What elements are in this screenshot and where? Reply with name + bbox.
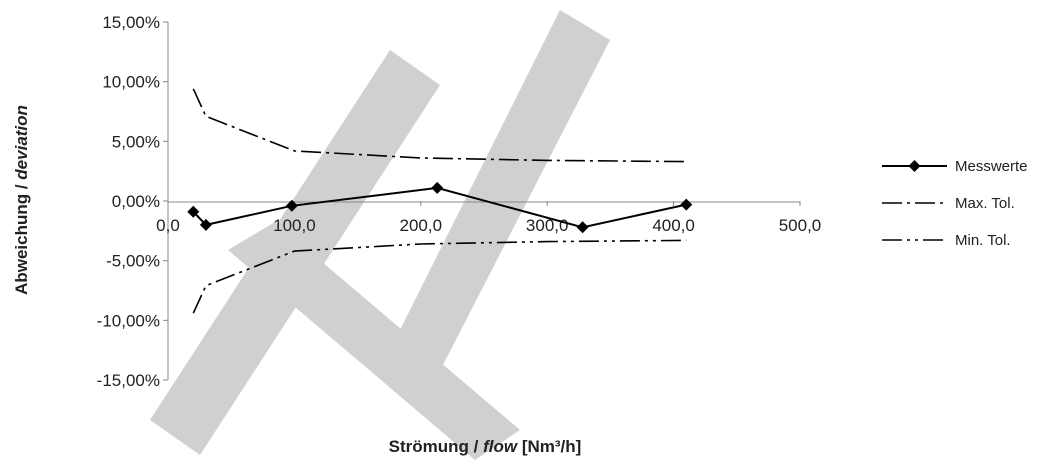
watermark-stroke-right: [380, 10, 610, 400]
x-tick-label: 400,0: [652, 216, 695, 235]
legend-label-min-tol: Min. Tol.: [955, 232, 1011, 249]
watermark: [150, 10, 610, 460]
legend-item-min-tol: Min. Tol.: [882, 232, 1011, 249]
x-tick-label: 300,0: [526, 216, 569, 235]
data-point-messwerte: [285, 199, 298, 212]
series-line-min-tol: [192, 239, 687, 314]
watermark-stroke-mid: [228, 222, 520, 460]
series-line-max-tol: [192, 88, 687, 163]
y-tick-label: 0,00%: [112, 192, 160, 211]
legend-label-messwerte: Messwerte: [955, 158, 1028, 175]
x-axis-title-unit: [Nm³/h]: [517, 437, 581, 456]
data-point-messwerte: [680, 198, 693, 211]
y-tick-label: -15,00%: [97, 371, 160, 390]
series-layer: [187, 88, 693, 314]
x-axis-title-main: Strömung /: [389, 437, 483, 456]
legend-marker-messwerte: [908, 160, 921, 172]
y-tick-label: -10,00%: [97, 311, 160, 330]
x-tick-label: 100,0: [273, 216, 316, 235]
legend-label-max-tol: Max. Tol.: [955, 195, 1015, 212]
x-axis-title-italic: flow: [483, 437, 519, 456]
y-ticks: 15,00% 10,00% 5,00% 0,00% -5,00% -10,00% -15,0…: [97, 13, 168, 390]
y-tick-label: 5,00%: [112, 132, 160, 151]
data-point-messwerte: [199, 218, 212, 231]
y-axis-title-main: Abweichung /: [12, 180, 31, 295]
y-axis-title: Abweichung / deviation: [12, 105, 31, 295]
y-tick-label: 15,00%: [102, 13, 160, 32]
y-tick-label: 10,00%: [102, 73, 160, 92]
data-point-messwerte: [187, 205, 200, 218]
x-tick-label: 200,0: [400, 216, 443, 235]
x-axis-title: Strömung / flow [Nm³/h]: [389, 437, 582, 456]
legend: Messwerte Max. Tol. Min. Tol.: [882, 158, 1028, 249]
y-tick-label: -5,00%: [106, 252, 160, 271]
x-tick-label: 0,0: [156, 216, 180, 235]
legend-item-max-tol: Max. Tol.: [882, 195, 1015, 212]
data-point-messwerte: [431, 181, 444, 194]
legend-item-messwerte: Messwerte: [882, 158, 1028, 175]
data-point-messwerte: [576, 221, 589, 234]
y-axis-title-italic: deviation: [12, 105, 31, 180]
x-tick-label: 500,0: [779, 216, 822, 235]
